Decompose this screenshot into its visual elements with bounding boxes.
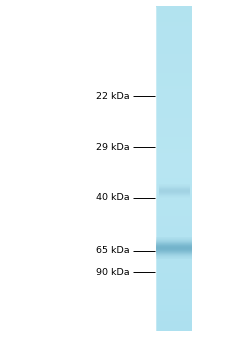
Text: 29 kDa: 29 kDa	[96, 143, 129, 151]
Text: 40 kDa: 40 kDa	[96, 193, 129, 202]
Text: 22 kDa: 22 kDa	[96, 92, 129, 101]
Text: 90 kDa: 90 kDa	[96, 268, 129, 276]
Text: 65 kDa: 65 kDa	[96, 246, 129, 255]
